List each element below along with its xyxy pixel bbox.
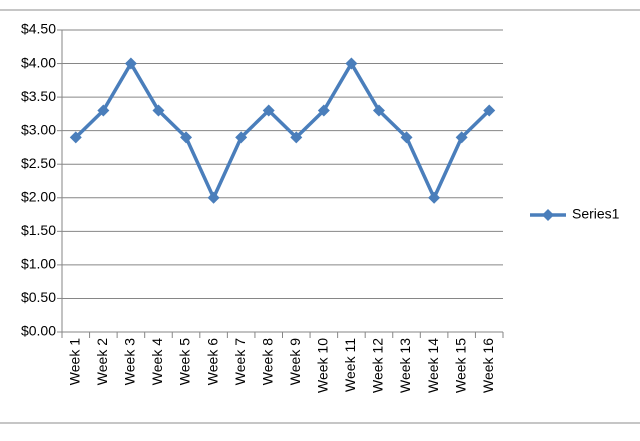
x-tick-label: Week 14 [425, 338, 441, 393]
x-tick-label: Week 4 [149, 338, 165, 385]
data-point [235, 131, 248, 144]
y-tick-label: $0.00 [21, 323, 56, 339]
x-tick-label: Week 5 [177, 338, 193, 385]
data-point [180, 131, 193, 144]
x-tick-label: Week 1 [66, 338, 82, 385]
y-tick-label: $2.00 [21, 188, 56, 204]
data-point [97, 104, 110, 117]
data-point [69, 131, 82, 144]
x-tick-label: Week 10 [315, 338, 331, 393]
data-point [428, 191, 441, 204]
data-point [483, 104, 496, 117]
x-tick-label: Week 2 [94, 338, 110, 385]
data-point [317, 104, 330, 117]
y-tick-label: $3.50 [21, 88, 56, 104]
data-point [207, 191, 220, 204]
data-point [152, 104, 165, 117]
x-tick-label: Week 13 [397, 338, 413, 393]
y-tick-label: $4.00 [21, 54, 56, 70]
data-point [345, 57, 358, 70]
x-tick-label: Week 11 [342, 338, 358, 392]
data-point [400, 131, 413, 144]
x-tick-label: Week 7 [232, 338, 248, 385]
data-point [290, 131, 303, 144]
data-point [372, 104, 385, 117]
y-tick-label: $1.50 [21, 222, 56, 238]
y-tick-label: $4.50 [21, 21, 56, 37]
series-line [74, 61, 491, 200]
data-point [262, 104, 275, 117]
y-tick-label: $3.00 [21, 121, 56, 137]
data-point [455, 131, 468, 144]
x-tick-label: Week 3 [122, 338, 138, 385]
x-tick-label: Week 6 [204, 338, 220, 385]
x-tick-label: Week 12 [370, 338, 386, 393]
legend-label: Series1 [572, 206, 620, 222]
x-tick-label: Week 16 [480, 338, 496, 393]
data-point [124, 57, 137, 70]
y-tick-label: $2.50 [21, 155, 56, 171]
y-tick-label: $1.00 [21, 256, 56, 272]
y-tick-label: $0.50 [21, 289, 56, 305]
x-tick-label: Week 8 [259, 338, 275, 385]
legend-marker [542, 209, 554, 221]
x-tick-label: Week 9 [287, 338, 303, 385]
x-tick-label: Week 15 [452, 338, 468, 393]
